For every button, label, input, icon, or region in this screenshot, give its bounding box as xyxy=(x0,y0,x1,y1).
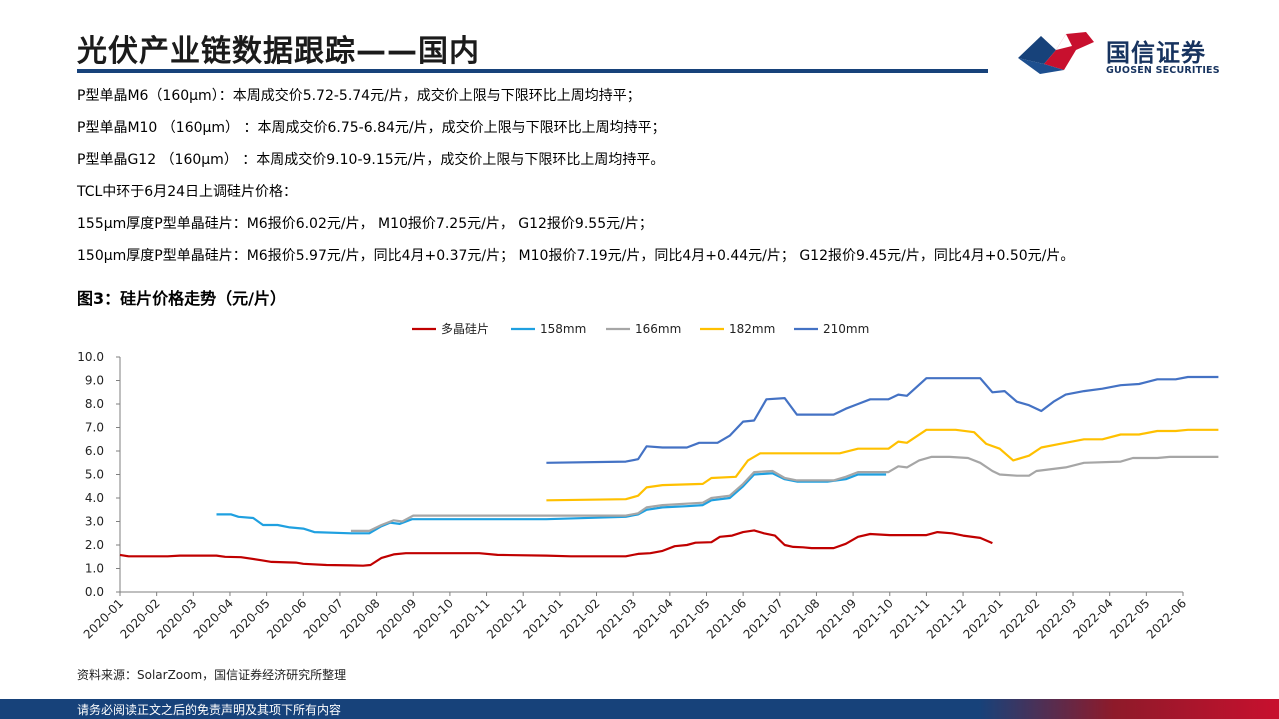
series-line-210mm xyxy=(546,375,1219,464)
legend-label: 182mm xyxy=(729,322,775,336)
summary-line: P型单晶M10 （160μm） ：本周成交价6.75-6.84元/片，成交价上限… xyxy=(77,120,666,136)
company-logo: 国信证券 GUOSEN SECURITIES xyxy=(1016,28,1220,78)
series-line-多晶硅片 xyxy=(119,529,993,567)
y-tick-label: 0.0 xyxy=(85,585,104,599)
logo-name-cn: 国信证券 xyxy=(1106,39,1206,67)
summary-line: P型单晶M6（160μm）：本周成交价5.72-5.74元/片，成交价上限与下限… xyxy=(77,88,641,104)
footer-bar: 请务必阅读正文之后的免责声明及其项下所有内容 xyxy=(0,699,1279,719)
summary-line: 150μm厚度P型单晶硅片：M6报价5.97元/片，同比4月+0.37元/片； … xyxy=(77,248,1075,264)
page-title: 光伏产业链数据跟踪——国内 xyxy=(77,34,480,69)
y-tick-label: 5.0 xyxy=(85,468,104,482)
y-tick-label: 8.0 xyxy=(85,397,104,411)
wafer-price-chart: 0.01.02.03.04.05.06.07.08.09.010.02020-0… xyxy=(77,322,1219,642)
guosen-logo-icon xyxy=(1018,32,1094,74)
footer-disclaimer: 请务必阅读正文之后的免责声明及其项下所有内容 xyxy=(77,703,342,717)
summary-line: 155μm厚度P型单晶硅片：M6报价6.02元/片， M10报价7.25元/片，… xyxy=(77,216,653,232)
source-note: 资料来源：SolarZoom，国信证券经济研究所整理 xyxy=(77,668,347,682)
y-tick-label: 7.0 xyxy=(85,421,104,435)
y-tick-label: 9.0 xyxy=(85,374,104,388)
summary-list: P型单晶M6（160μm）：本周成交价5.72-5.74元/片，成交价上限与下限… xyxy=(77,84,1074,276)
series-line-166mm xyxy=(350,455,1219,532)
y-tick-label: 3.0 xyxy=(85,515,104,529)
legend-label: 多晶硅片 xyxy=(441,322,489,336)
y-tick-label: 10.0 xyxy=(77,350,104,364)
legend-label: 210mm xyxy=(823,322,869,336)
y-tick-label: 6.0 xyxy=(85,444,104,458)
summary-line: TCL中环于6月24日上调硅片价格： xyxy=(77,184,298,200)
y-tick-label: 4.0 xyxy=(85,491,104,505)
footer-accent xyxy=(979,699,1279,719)
title-divider xyxy=(77,69,988,73)
chart-title: 图3：硅片价格走势（元/片） xyxy=(77,289,286,308)
summary-line: P型单晶G12 （160μm） ：本周成交价9.10-9.15元/片，成交价上限… xyxy=(77,152,665,168)
legend-label: 166mm xyxy=(635,322,681,336)
series-line-158mm xyxy=(216,472,887,535)
y-tick-label: 2.0 xyxy=(85,538,104,552)
series-line-182mm xyxy=(546,428,1219,502)
logo-name-en: GUOSEN SECURITIES xyxy=(1106,65,1220,76)
y-tick-label: 1.0 xyxy=(85,562,104,576)
x-tick-label: 2022-06 xyxy=(1144,596,1189,641)
legend-label: 158mm xyxy=(540,322,586,336)
